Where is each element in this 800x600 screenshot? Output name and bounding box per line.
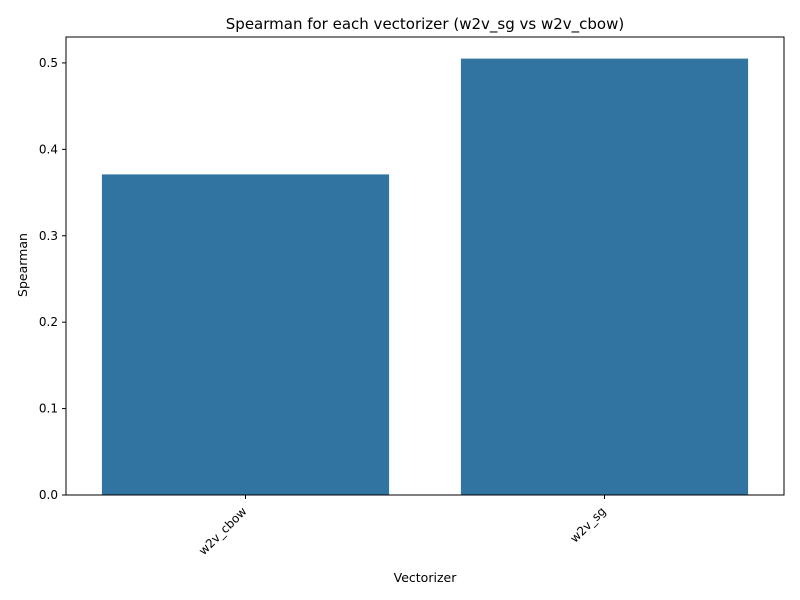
y-axis-label: Spearman xyxy=(15,233,30,297)
y-tick-label: 0.3 xyxy=(39,229,58,243)
plot-frame xyxy=(65,36,785,496)
x-tick-label: w2v_sg xyxy=(567,504,608,545)
y-tick-label: 0.2 xyxy=(39,315,58,329)
x-axis: w2v_cbow w2v_sg xyxy=(196,495,609,558)
y-axis: 0.0 0.1 0.2 0.3 0.4 0.5 xyxy=(39,56,66,502)
y-tick-label: 0.1 xyxy=(39,402,58,416)
x-axis-label: Vectorizer xyxy=(394,570,458,585)
y-tick-label: 0.5 xyxy=(39,56,58,70)
y-tick-label: 0.0 xyxy=(39,488,58,502)
bar-w2v-cbow xyxy=(101,174,390,495)
bar-w2v-sg xyxy=(460,58,749,496)
bars-group xyxy=(101,58,749,496)
chart-title: Spearman for each vectorizer (w2v_sg vs … xyxy=(226,15,624,34)
y-tick-label: 0.4 xyxy=(39,142,58,156)
x-tick-label: w2v_cbow xyxy=(196,504,250,558)
